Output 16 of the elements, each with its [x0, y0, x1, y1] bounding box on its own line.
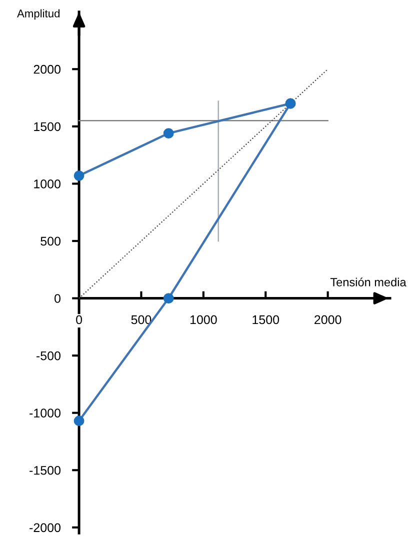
y-tick-label: 2000	[34, 64, 60, 74]
x-tick-label: 1500	[252, 315, 280, 324]
x-tick-label: 0	[76, 315, 82, 324]
y-tick-label: -1000	[30, 408, 60, 418]
y-tick-label: -1500	[30, 466, 60, 475]
y-tick-label: -500	[36, 351, 60, 360]
y-tick-label: -2000	[30, 523, 60, 532]
y-tick-label: 1500	[34, 122, 60, 132]
y-axis-title: Amplitud	[17, 9, 60, 20]
x-tick-label: 2000	[314, 315, 342, 324]
y-tick-label: 0	[54, 294, 60, 303]
x-axis-title: Tensión media	[330, 278, 406, 286]
x-tick-label: 500	[131, 315, 152, 324]
y-tick-label: 500	[40, 236, 60, 246]
y-tick-label: 1000	[34, 180, 60, 188]
x-tick-label: 1000	[190, 315, 217, 324]
